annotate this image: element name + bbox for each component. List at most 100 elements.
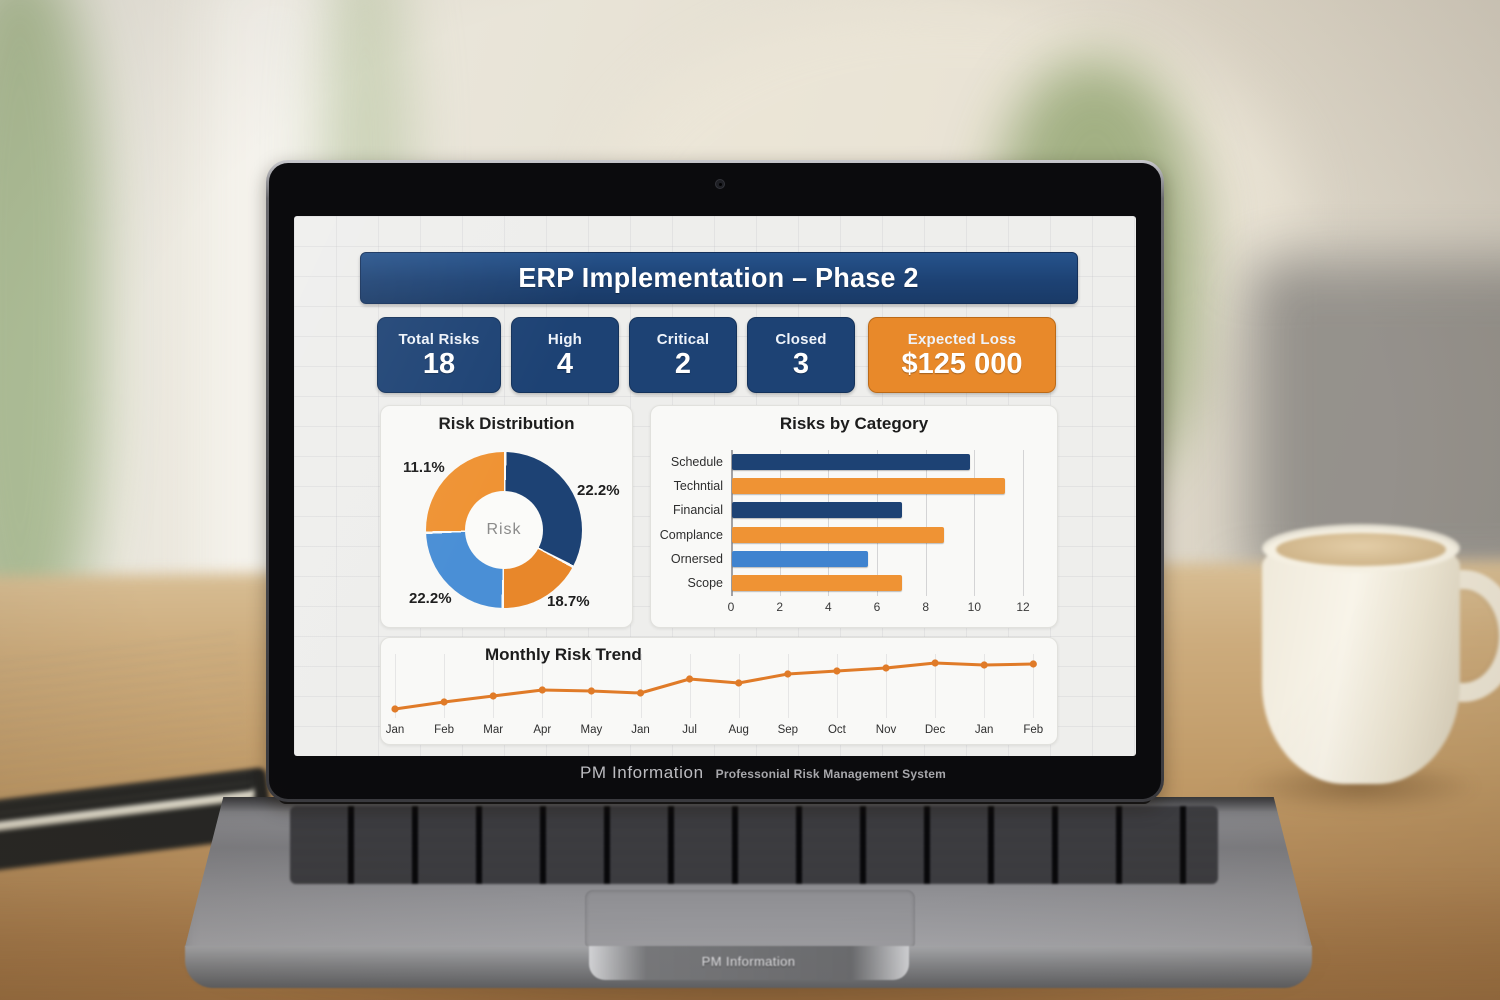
kpi-card-critical[interactable]: Critical 2 bbox=[629, 317, 737, 393]
trend-x-tick-label: Jan bbox=[385, 724, 405, 736]
category-gridline bbox=[828, 450, 830, 596]
kpi-card-total-risks[interactable]: Total Risks 18 bbox=[377, 317, 501, 393]
trend-x-tick-label: Nov bbox=[875, 724, 897, 736]
trend-gridline bbox=[542, 654, 544, 718]
trend-gridline bbox=[984, 654, 986, 718]
trend-x-tick-label: Sep bbox=[777, 724, 799, 736]
trend-gridline bbox=[886, 654, 887, 718]
category-x-tick-label: 0 bbox=[727, 600, 735, 614]
trend-x-tick-label: Feb bbox=[1023, 724, 1044, 736]
category-x-tick-label: 6 bbox=[873, 600, 881, 614]
category-x-tick-label: 12 bbox=[1016, 600, 1030, 614]
donut-slice-label: 22.2% bbox=[577, 482, 620, 499]
category-bar[interactable] bbox=[732, 454, 971, 470]
category-label: Ornersed bbox=[670, 551, 723, 566]
kpi-label: Closed bbox=[775, 331, 827, 348]
webcam-icon bbox=[715, 179, 725, 189]
dashboard-title-banner: ERP Implementation – Phase 2 bbox=[360, 252, 1078, 304]
trend-gridline bbox=[444, 654, 446, 718]
kpi-value: 3 bbox=[792, 348, 810, 380]
trend-gridline bbox=[935, 654, 937, 718]
kpi-value: $125 000 bbox=[901, 348, 1023, 380]
laptop-front-notch bbox=[588, 946, 909, 980]
category-gridline bbox=[877, 450, 878, 596]
kpi-card-expected-loss[interactable]: Expected Loss $125 000 bbox=[868, 317, 1056, 393]
kpi-label: High bbox=[547, 331, 583, 348]
trend-gridline bbox=[395, 654, 396, 718]
monthly-risk-trend-title: Monthly Risk Trend bbox=[485, 645, 642, 664]
category-x-tick-label: 8 bbox=[922, 600, 929, 614]
category-x-ticks: 0 2 4 6 8 10 12 bbox=[728, 600, 1030, 616]
laptop-keyboard[interactable] bbox=[290, 806, 1218, 884]
dashboard-screen: ERP Implementation – Phase 2 Total Risks… bbox=[294, 216, 1136, 756]
laptop-front-edge: PM Information bbox=[185, 946, 1312, 988]
donut-slice-label: 22.2% bbox=[409, 590, 452, 607]
donut-center-label: Risk bbox=[486, 521, 522, 538]
page-title: ERP Implementation – Phase 2 bbox=[518, 262, 920, 293]
category-y-axis-line bbox=[731, 450, 733, 596]
risk-distribution-panel: Risk Distribution Risk 22.2% 18.7% 22.2%… bbox=[380, 405, 633, 628]
category-x-tick-label: 2 bbox=[776, 600, 783, 614]
trend-x-tick-label: May bbox=[580, 724, 603, 736]
trend-gridline bbox=[493, 654, 495, 718]
category-bar[interactable] bbox=[732, 526, 944, 543]
kpi-label: Total Risks bbox=[398, 331, 480, 348]
category-bar[interactable] bbox=[732, 502, 903, 519]
bezel-footer: PM Information Professonial Risk Managem… bbox=[317, 763, 1161, 783]
donut-slice-label: 18.7% bbox=[547, 593, 590, 610]
trend-x-tick-label: Aug bbox=[728, 724, 749, 736]
category-label: Financial bbox=[672, 503, 723, 518]
donut-slice-label: 11.1% bbox=[403, 459, 445, 476]
kpi-value: 2 bbox=[674, 348, 692, 380]
trend-gridline bbox=[836, 654, 838, 718]
kpi-card-high[interactable]: High 4 bbox=[511, 317, 619, 393]
kpi-value: 4 bbox=[556, 348, 574, 380]
trend-x-tick-label: Feb bbox=[434, 724, 454, 736]
category-label: Complance bbox=[659, 527, 723, 542]
bezel-tagline-label: Professonial Risk Management System bbox=[715, 767, 947, 781]
category-gridline bbox=[779, 450, 781, 596]
category-gridline bbox=[925, 450, 927, 596]
donut-hole: Risk bbox=[465, 491, 543, 569]
trend-gridline bbox=[787, 654, 789, 718]
category-x-tick-label: 4 bbox=[824, 600, 832, 614]
trend-x-tick-label: Jul bbox=[682, 724, 697, 736]
laptop-lid: ERP Implementation – Phase 2 Total Risks… bbox=[266, 160, 1164, 802]
trend-month-labels: Jan Feb Mar Apr May Jan Jul Aug Sep Oct Nov Dec Jan F… bbox=[381, 724, 1057, 740]
category-label: Schedule bbox=[670, 455, 723, 469]
category-gridline bbox=[974, 450, 976, 596]
coffee-mug bbox=[1240, 522, 1500, 812]
kpi-label: Critical bbox=[656, 331, 710, 348]
kpi-card-closed[interactable]: Closed 3 bbox=[747, 317, 855, 393]
bezel-brand-label: PM Information bbox=[579, 763, 704, 782]
risk-distribution-title: Risk Distribution bbox=[438, 414, 575, 433]
mug-body bbox=[1262, 536, 1460, 784]
category-x-tick-label: 10 bbox=[967, 600, 981, 614]
category-label: Techntial bbox=[673, 479, 723, 494]
trend-x-tick-label: Dec bbox=[924, 724, 946, 736]
laptop-trackpad[interactable] bbox=[585, 890, 915, 950]
risks-by-category-panel: Risks by Category Schedule Techntial Finan… bbox=[650, 405, 1058, 628]
trend-gridline bbox=[640, 654, 642, 718]
category-plot[interactable] bbox=[731, 450, 1024, 596]
category-label: Scope bbox=[687, 575, 723, 590]
trend-x-tick-label: Jan bbox=[974, 724, 994, 736]
trend-x-tick-label: Oct bbox=[827, 724, 846, 736]
blurred-plant-left bbox=[0, 0, 100, 660]
trend-x-tick-label: Mar bbox=[483, 724, 504, 736]
trend-svg[interactable] bbox=[381, 638, 1059, 746]
category-axis-labels: Schedule Techntial Financial Complance Orner… bbox=[655, 450, 723, 595]
kpi-label: Expected Loss bbox=[907, 331, 1017, 348]
category-bar[interactable] bbox=[732, 550, 869, 567]
mug-tea bbox=[1276, 533, 1446, 566]
category-bar[interactable] bbox=[732, 478, 1005, 495]
trend-gridline bbox=[1033, 654, 1035, 718]
monthly-risk-trend-panel: Monthly Risk Trend Jan Feb Mar Apr May Jan Jul… bbox=[380, 637, 1058, 745]
trend-gridline bbox=[689, 654, 691, 718]
category-bar[interactable] bbox=[732, 575, 903, 591]
category-gridline bbox=[1023, 450, 1024, 596]
risks-by-category-title: Risks by Category bbox=[779, 414, 929, 433]
trend-x-tick-label: Jan bbox=[631, 724, 650, 736]
laptop-base-brand-label: PM Information bbox=[701, 954, 796, 969]
